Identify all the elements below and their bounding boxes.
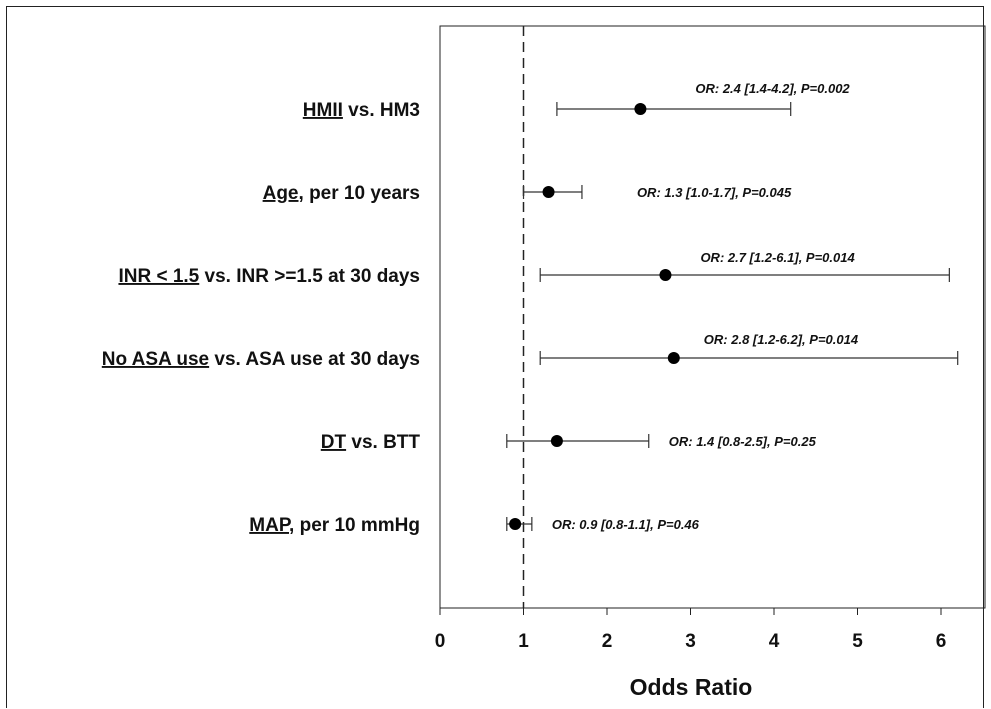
row-label-underlined: No ASA use	[102, 349, 209, 370]
row-label-underlined: DT	[321, 432, 347, 453]
row-label-underlined: HMII	[303, 100, 343, 121]
row-label-rest: per 10 mmHg	[294, 515, 420, 536]
x-tick-label: 2	[602, 631, 613, 652]
row-label-underlined: INR < 1.5	[118, 266, 199, 287]
or-point	[634, 103, 647, 115]
x-tick-label: 1	[518, 631, 529, 652]
or-annotation: OR: 0.9 [0.8-1.1], P=0.46	[552, 517, 700, 532]
row-label-rest: vs. ASA use at 30 days	[209, 349, 420, 370]
row-label: MAP, per 10 mmHg	[249, 515, 420, 536]
row-label: DT vs. BTT	[321, 432, 421, 453]
row-label: HMII vs. HM3	[303, 100, 420, 121]
or-annotation: OR: 2.8 [1.2-6.2], P=0.014	[704, 332, 859, 347]
or-annotation: OR: 1.3 [1.0-1.7], P=0.045	[637, 185, 792, 200]
row-label-underlined: Age,	[263, 183, 304, 204]
or-annotation: OR: 2.7 [1.2-6.1], P=0.014	[700, 250, 855, 265]
x-tick-label: 0	[435, 631, 446, 652]
or-point	[667, 352, 680, 364]
or-point	[542, 186, 555, 198]
row-label: INR < 1.5 vs. INR >=1.5 at 30 days	[118, 266, 420, 287]
row-label-rest: vs. HM3	[343, 100, 420, 121]
row-label-rest: vs. BTT	[346, 432, 420, 453]
row-label: No ASA use vs. ASA use at 30 days	[102, 349, 420, 370]
figure-frame	[6, 6, 984, 708]
row-label-rest: per 10 years	[304, 183, 420, 204]
row-label-rest: vs. INR >=1.5 at 30 days	[199, 266, 420, 287]
row-label: Age, per 10 years	[263, 183, 420, 204]
x-tick-label: 4	[769, 631, 780, 652]
or-point	[509, 518, 522, 530]
or-annotation: OR: 2.4 [1.4-4.2], P=0.002	[695, 81, 850, 96]
row-label-underlined: MAP,	[249, 515, 294, 536]
or-point	[550, 435, 563, 447]
plot-area	[439, 25, 986, 609]
x-tick-label: 5	[852, 631, 863, 652]
or-point	[659, 269, 672, 281]
x-axis-title: Odds Ratio	[630, 674, 753, 700]
or-annotation: OR: 1.4 [0.8-2.5], P=0.25	[669, 434, 817, 449]
x-tick-label: 3	[685, 631, 696, 652]
x-tick-label: 6	[936, 631, 947, 652]
